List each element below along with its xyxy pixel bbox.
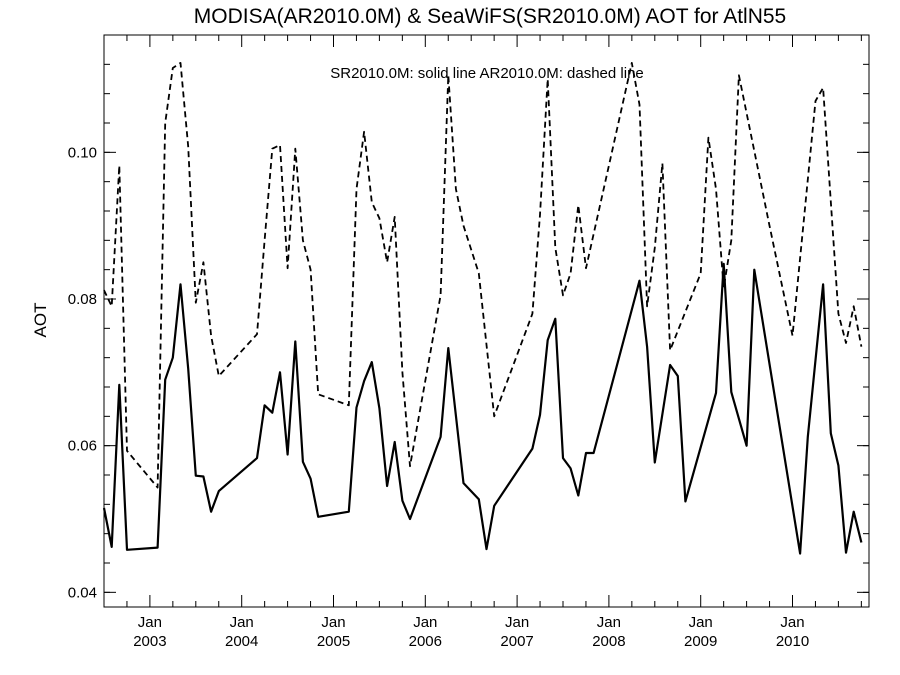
- y-tick-label: 0.04: [68, 584, 97, 601]
- y-axis: 0.04 0.06 0.08 0.10: [68, 34, 869, 601]
- x-tick-year: 2007: [500, 633, 533, 650]
- x-tick-month: Jan: [321, 614, 345, 631]
- x-tick-month: Jan: [230, 614, 254, 631]
- x-tick-year: 2008: [592, 633, 625, 650]
- x-tick-year: 2010: [776, 633, 809, 650]
- x-tick-year: 2006: [409, 633, 442, 650]
- x-tick-month: Jan: [505, 614, 529, 631]
- y-tick-label: 0.10: [68, 144, 97, 161]
- chart-title: MODISA(AR2010.0M) & SeaWiFS(SR2010.0M) A…: [194, 5, 786, 28]
- y-axis-label: AOT: [31, 303, 50, 338]
- x-tick-year: 2009: [684, 633, 717, 650]
- plot-frame: [103, 34, 870, 608]
- legend-annotation: SR2010.0M: solid line AR2010.0M: dashed …: [330, 65, 644, 82]
- x-tick-year: 2005: [317, 633, 350, 650]
- x-axis: Jan 2003 Jan 2004 Jan 2005 Jan 2006 Jan 2007 Jan 20…: [103, 35, 862, 650]
- y-tick-label: 0.06: [68, 438, 97, 455]
- x-tick-month: Jan: [138, 614, 162, 631]
- series-layer: [102, 62, 863, 555]
- x-tick-month: Jan: [780, 614, 804, 631]
- series-line-ar2010-0m: [103, 62, 863, 489]
- x-tick-year: 2004: [225, 633, 258, 650]
- y-tick-label: 0.08: [68, 291, 97, 308]
- x-tick-month: Jan: [597, 614, 621, 631]
- x-tick-year: 2003: [133, 633, 166, 650]
- x-tick-month: Jan: [689, 614, 713, 631]
- series-line-sr2010-0m: [102, 262, 863, 555]
- x-tick-month: Jan: [413, 614, 437, 631]
